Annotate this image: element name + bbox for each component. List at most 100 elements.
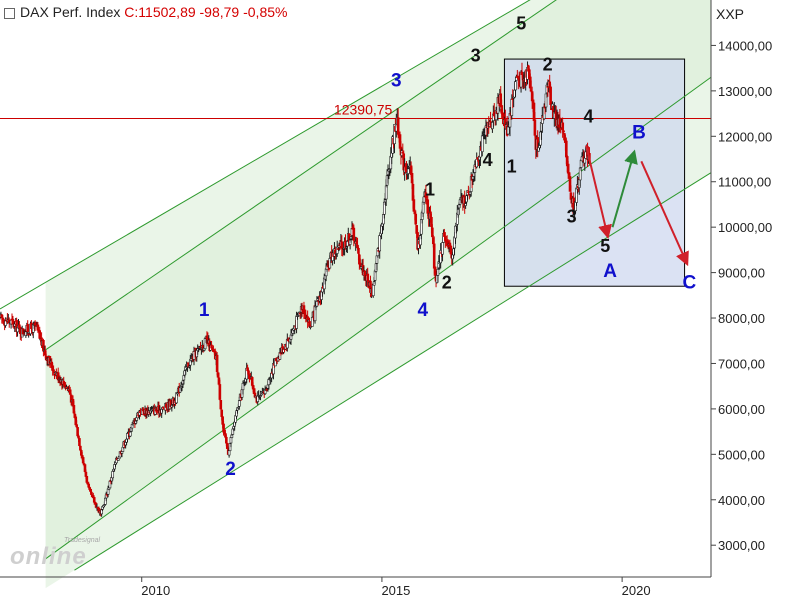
candle-body	[83, 464, 87, 472]
wave-label: 5	[600, 236, 610, 256]
candle-body	[441, 242, 444, 255]
candle-body	[506, 126, 510, 135]
forecast-arrows-layer	[585, 145, 689, 267]
wave-label: A	[603, 261, 617, 282]
resistance-layer: 12390,75	[0, 102, 711, 120]
time-tick-label: 2015	[381, 583, 410, 598]
candle-body	[583, 157, 587, 164]
price-tick-label: 8000,00	[718, 311, 765, 326]
wave-label: 2	[543, 54, 553, 74]
forecast-arrow-down	[640, 160, 689, 267]
candle-body	[247, 370, 250, 375]
wave-label: 1	[199, 300, 210, 321]
candle-body	[549, 86, 552, 105]
candle-body	[384, 185, 388, 200]
candle-body	[407, 168, 410, 174]
candle-body	[578, 167, 582, 181]
candle-body	[128, 431, 132, 437]
forecast-arrow-up	[611, 149, 638, 228]
price-tick-label: 10000,00	[718, 220, 772, 235]
candle-body	[310, 317, 314, 327]
price-tick-label: 9000,00	[718, 266, 765, 281]
candle-body	[218, 384, 222, 400]
wave-labels-layer: 123455341212345ABC	[199, 0, 697, 480]
candle-body	[346, 241, 349, 247]
price-tick-label: 4000,00	[718, 493, 765, 508]
candle-body	[231, 428, 235, 435]
candle-body	[286, 338, 289, 349]
candle-body	[565, 140, 568, 158]
logo-product: online	[10, 543, 87, 570]
candle-body	[225, 442, 229, 449]
candle-body	[26, 324, 30, 333]
resistance-label: 12390,75	[334, 102, 393, 118]
candle-body	[432, 243, 436, 269]
chart-header: DAX Perf. Index C:11502,89 -98,79 -0,85%	[4, 4, 287, 20]
channel-line	[45, 76, 712, 560]
time-axis[interactable]: 2010 2015 2020	[0, 576, 711, 598]
candle-body	[182, 375, 186, 381]
candle-body	[422, 196, 426, 203]
candle-body	[426, 199, 430, 214]
price-axis[interactable]: XXP 3000,00 4000,00 5000,00 6000,00 7000,00 80…	[710, 0, 772, 577]
candle-body	[464, 203, 467, 206]
candle-body	[90, 491, 93, 496]
candle-body	[533, 119, 537, 136]
candle-body	[227, 450, 231, 456]
wave-label: 2	[442, 273, 452, 293]
candle-body	[378, 235, 382, 252]
candle-body	[77, 435, 80, 439]
candle-body	[414, 213, 418, 225]
candle-body	[544, 93, 548, 108]
candle-body	[241, 382, 245, 391]
candle-body	[225, 436, 228, 444]
wave-label: 4	[483, 150, 493, 170]
candle-body	[237, 400, 241, 407]
price-tick-label: 12000,00	[718, 129, 772, 144]
candle-body	[335, 246, 339, 254]
candle-body	[356, 244, 359, 249]
wave-label: 1	[425, 179, 435, 199]
price-tick-label: 7000,00	[718, 356, 765, 371]
candle-body	[72, 405, 76, 414]
wave-label: 4	[417, 300, 428, 321]
wave-label: 2	[225, 459, 236, 480]
candle-body	[62, 381, 66, 385]
candle-body	[410, 173, 414, 184]
candle-body	[531, 99, 535, 103]
candle-body	[230, 434, 234, 438]
candle-body	[222, 423, 225, 433]
wave-label: 5	[516, 14, 526, 34]
candle-body	[562, 130, 565, 133]
candle-body	[220, 409, 224, 417]
wave-label: C	[683, 273, 697, 294]
candle-body	[352, 227, 356, 241]
wave-label: 3	[567, 207, 577, 227]
candle-body	[480, 135, 484, 153]
candle-body	[68, 389, 72, 395]
candle-body	[520, 71, 524, 75]
candle-body	[430, 216, 433, 227]
candle-body	[514, 81, 517, 91]
candle-body	[78, 438, 81, 447]
candle-body	[494, 109, 498, 121]
channel-line	[0, 0, 531, 310]
candle-body	[11, 318, 15, 322]
tradesignal-logo: Tradesignal online	[8, 535, 108, 570]
wave-label: 3	[471, 45, 481, 65]
time-tick-label: 2010	[141, 583, 170, 598]
price-axis-label: XXP	[716, 6, 744, 22]
price-tick-label: 5000,00	[718, 447, 765, 462]
price-tick-label: 13000,00	[718, 84, 772, 99]
candle-body	[475, 159, 479, 168]
wave-label: 5	[518, 0, 529, 5]
header-checkbox-icon[interactable]	[4, 7, 15, 19]
price-tick-label: 11000,00	[718, 175, 771, 190]
candle-body	[263, 388, 267, 394]
wave-label: 3	[391, 70, 402, 91]
candle-body	[111, 471, 115, 479]
last-quote: C:11502,89 -98,79 -0,85%	[124, 4, 288, 20]
candle-body	[219, 400, 223, 410]
price-tick-label: 6000,00	[718, 402, 765, 417]
